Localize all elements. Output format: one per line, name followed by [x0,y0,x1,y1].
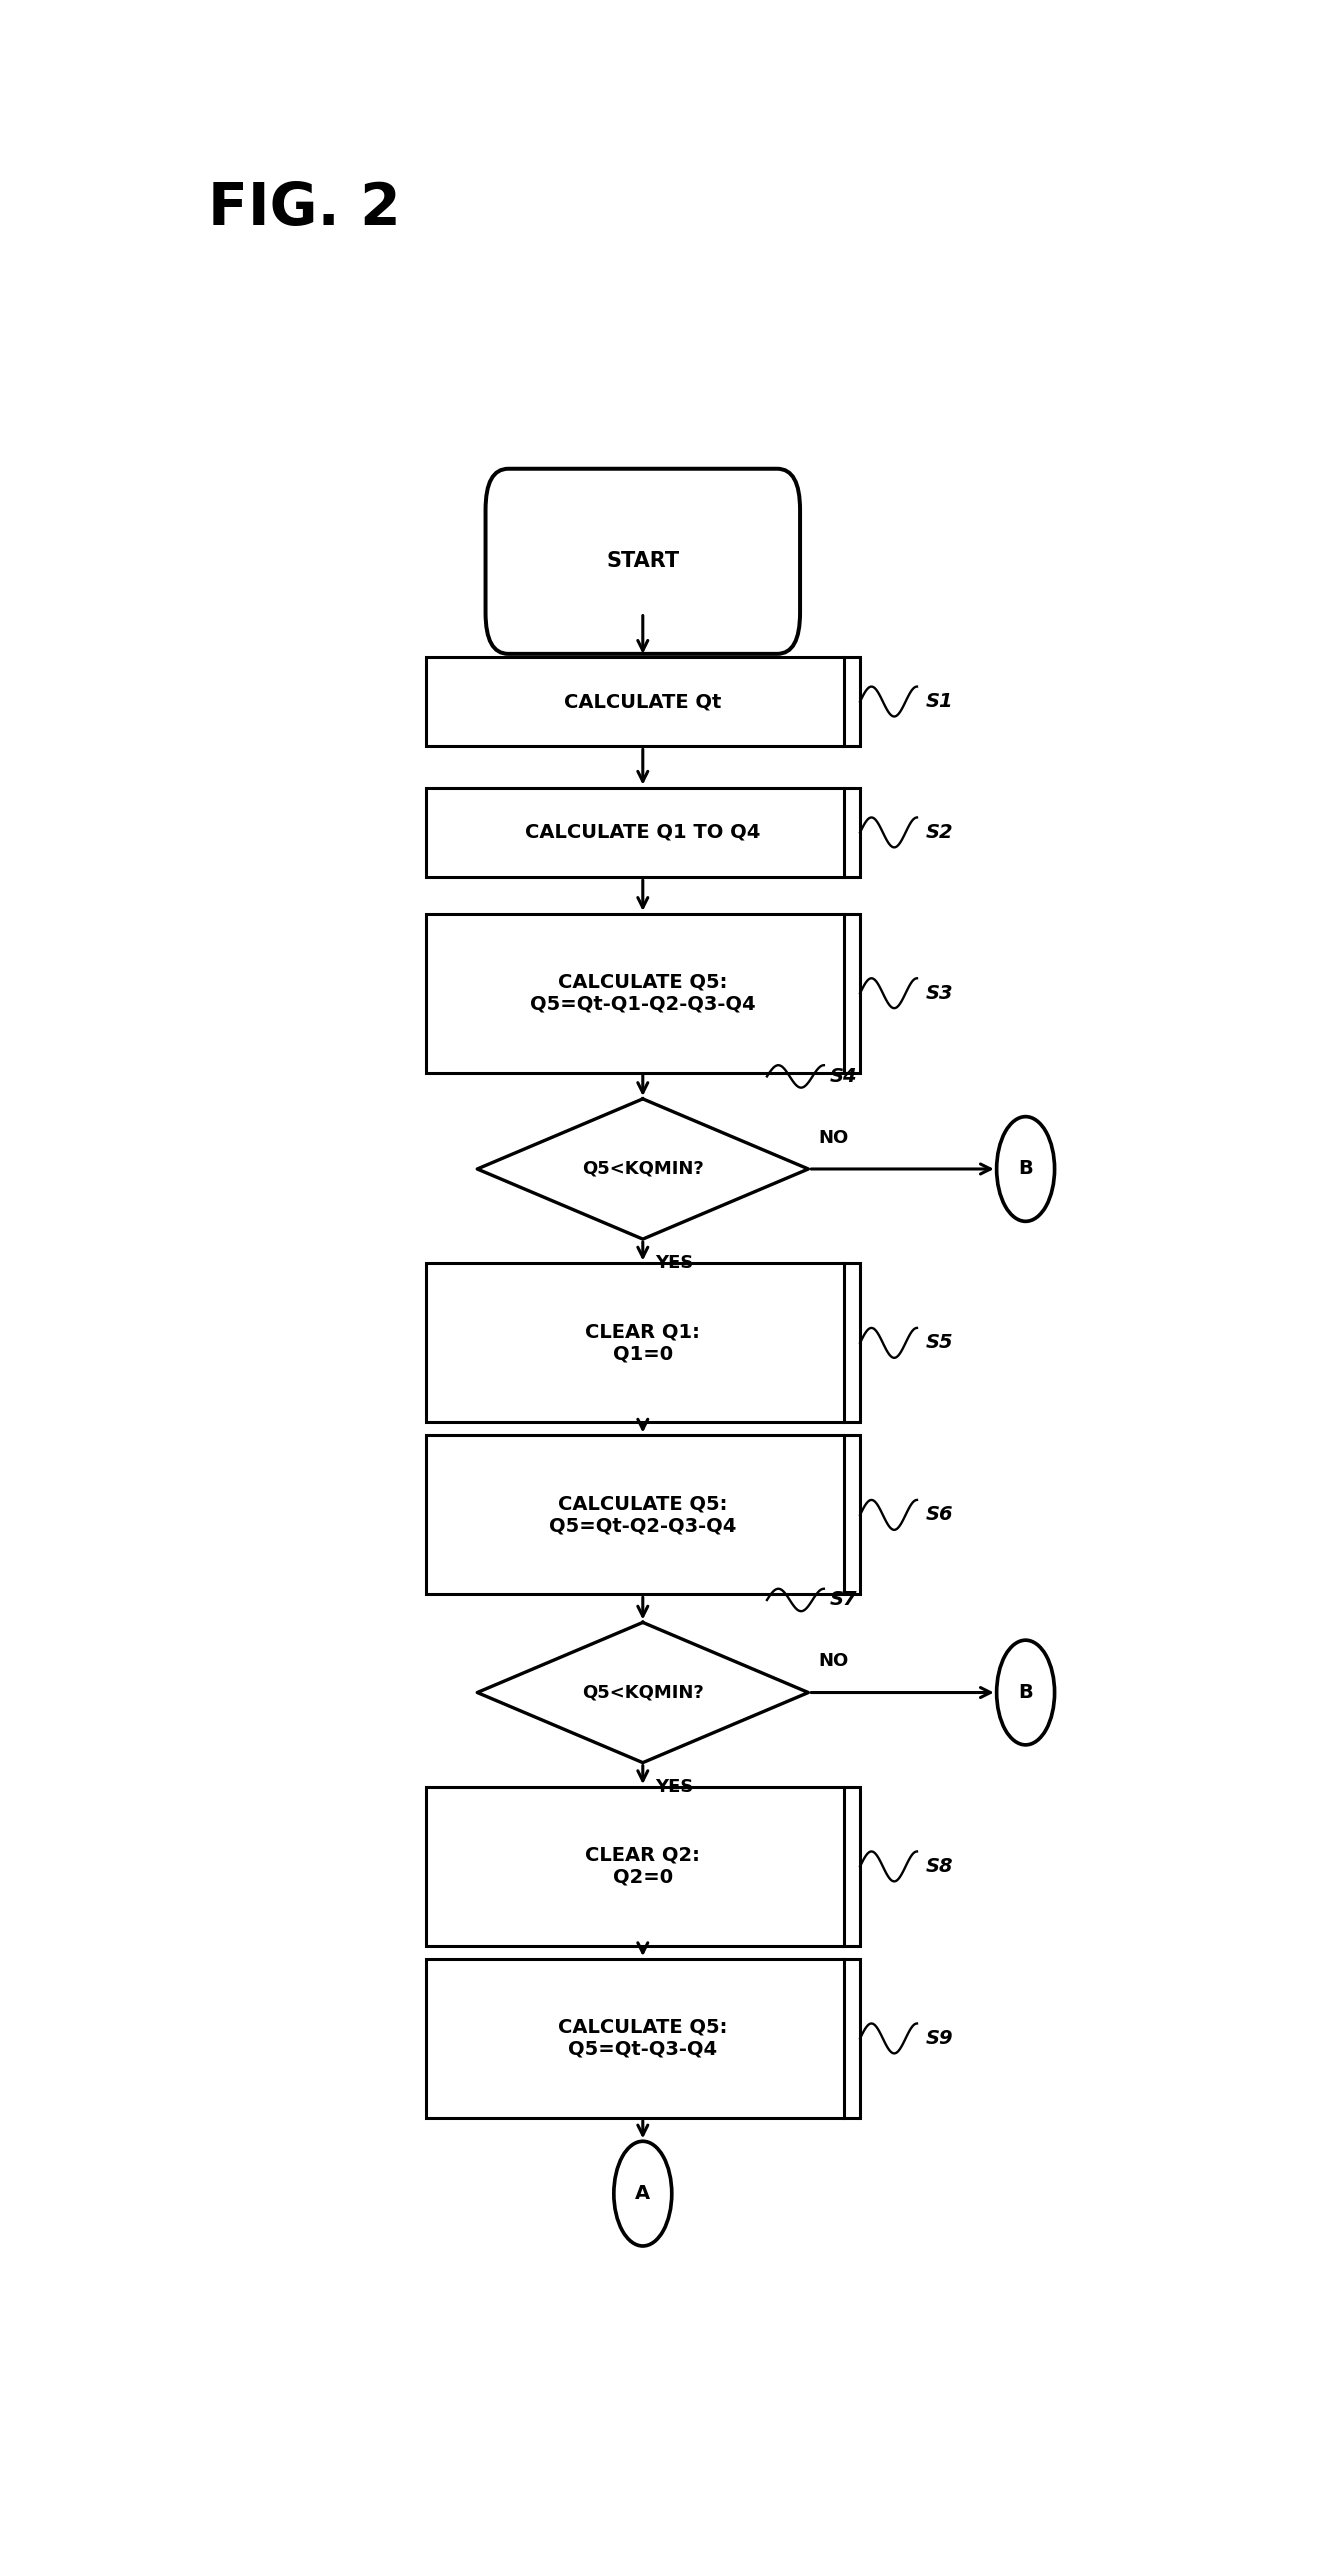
Text: YES: YES [655,1779,694,1797]
Text: CALCULATE Q5:
Q5=Qt-Q3-Q4: CALCULATE Q5: Q5=Qt-Q3-Q4 [558,2018,728,2059]
Bar [426,914,860,1073]
Text: FIG. 2: FIG. 2 [208,180,400,237]
Text: S4: S4 [830,1068,857,1086]
Text: CALCULATE Qt: CALCULATE Qt [565,692,721,710]
Text: B: B [1019,1683,1033,1701]
Text: S2: S2 [925,824,953,842]
Text: S3: S3 [925,983,953,1004]
Text: START: START [606,551,680,571]
Text: S7: S7 [830,1591,857,1609]
Circle shape [614,2142,672,2247]
Bar [426,1959,860,2118]
Text: S9: S9 [925,2028,953,2049]
Polygon shape [478,1099,809,1238]
Polygon shape [478,1622,809,1763]
Text: Q5<KQMIN?: Q5<KQMIN? [582,1161,704,1179]
Bar [426,656,860,746]
Circle shape [997,1640,1055,1745]
Bar [426,788,860,878]
Text: S1: S1 [925,692,953,710]
Text: CLEAR Q2:
Q2=0: CLEAR Q2: Q2=0 [585,1846,701,1887]
Text: CALCULATE Q1 TO Q4: CALCULATE Q1 TO Q4 [525,824,761,842]
Text: S8: S8 [925,1856,953,1876]
Text: B: B [1019,1158,1033,1179]
Bar [426,1264,860,1423]
Bar [426,1786,860,1946]
Text: YES: YES [655,1254,694,1272]
Text: CALCULATE Q5:
Q5=Qt-Q1-Q2-Q3-Q4: CALCULATE Q5: Q5=Qt-Q1-Q2-Q3-Q4 [530,973,756,1014]
Bar [426,1436,860,1593]
Text: CLEAR Q1:
Q1=0: CLEAR Q1: Q1=0 [585,1323,701,1364]
Circle shape [997,1117,1055,1220]
Text: Q5<KQMIN?: Q5<KQMIN? [582,1683,704,1701]
Text: CALCULATE Q5:
Q5=Qt-Q2-Q3-Q4: CALCULATE Q5: Q5=Qt-Q2-Q3-Q4 [549,1495,737,1537]
Text: NO: NO [818,1127,849,1145]
Text: A: A [635,2185,650,2203]
Text: S5: S5 [925,1333,953,1351]
FancyBboxPatch shape [486,468,800,654]
Text: S6: S6 [925,1506,953,1524]
Text: NO: NO [818,1653,849,1671]
